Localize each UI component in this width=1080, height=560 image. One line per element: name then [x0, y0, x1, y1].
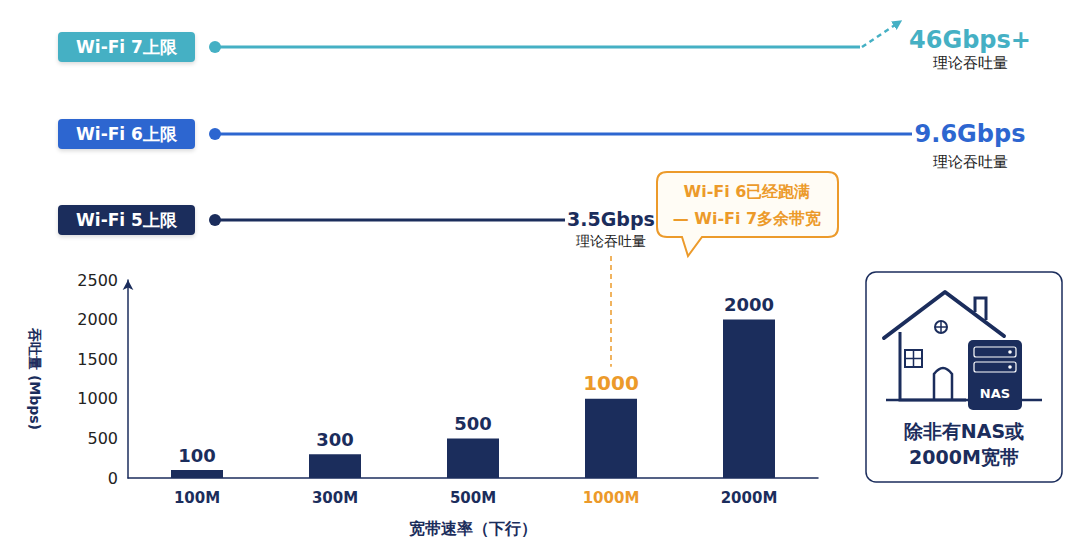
html-text:2000M宽带: 2000M宽带	[909, 446, 1019, 468]
html-text:理论吞吐量: 理论吞吐量	[576, 233, 646, 249]
svg-text:NAS: NAS	[980, 386, 1010, 401]
html-text:Wi-Fi 5上限: Wi-Fi 5上限	[76, 210, 177, 230]
svg-text:2000: 2000	[724, 294, 774, 315]
svg-text:300: 300	[316, 429, 354, 450]
svg-text:500: 500	[87, 429, 118, 448]
svg-text:宽带速率（下行）: 宽带速率（下行）	[409, 519, 537, 538]
svg-text:500M: 500M	[450, 489, 496, 507]
html-text:3.5Gbps: 3.5Gbps	[567, 208, 655, 230]
svg-text:0: 0	[108, 469, 118, 488]
svg-text:2000M: 2000M	[721, 489, 778, 507]
svg-text:2000: 2000	[77, 310, 118, 329]
svg-text:100: 100	[178, 445, 216, 466]
svg-text:吞吐量 (Mbps): 吞吐量 (Mbps)	[27, 327, 43, 430]
svg-text:500: 500	[454, 413, 492, 434]
svg-text:1500: 1500	[77, 350, 118, 369]
svg-text:1000: 1000	[583, 371, 639, 395]
svg-text:1000M: 1000M	[583, 489, 640, 507]
html-text:Wi-Fi 6上限: Wi-Fi 6上限	[76, 124, 177, 144]
svg-text:2500: 2500	[77, 271, 118, 290]
html-text:Wi-Fi 7上限: Wi-Fi 7上限	[76, 37, 177, 57]
html-text:46Gbps+: 46Gbps+	[909, 26, 1031, 54]
html-text:理论吞吐量: 理论吞吐量	[932, 53, 1008, 72]
html-text:除非有NAS或: 除非有NAS或	[903, 420, 1025, 442]
html-text:Wi-Fi 6已经跑满: Wi-Fi 6已经跑满	[683, 181, 811, 201]
html-text:9.6Gbps: 9.6Gbps	[914, 120, 1026, 148]
svg-text:100M: 100M	[174, 489, 220, 507]
html-text:理论吞吐量: 理论吞吐量	[932, 152, 1008, 171]
svg-text:1000: 1000	[77, 389, 118, 408]
svg-text:300M: 300M	[312, 489, 358, 507]
html-text:— Wi-Fi 7多余带宽: — Wi-Fi 7多余带宽	[672, 208, 822, 228]
